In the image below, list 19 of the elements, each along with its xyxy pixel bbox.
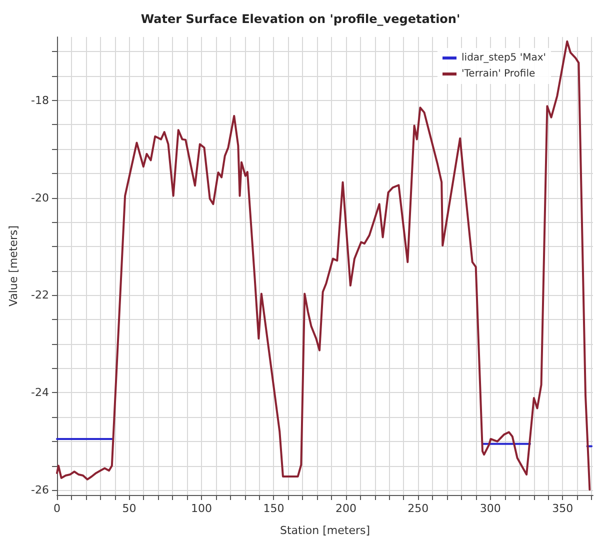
y-tick-label: -24 [31,386,49,400]
x-tick-label: 250 [408,502,429,515]
line-series [56,40,591,491]
x-tick-label: 0 [54,502,60,515]
chart-title: Water Surface Elevation on 'profile_vegetation' [140,12,460,26]
x-tick-label: 350 [552,502,574,515]
y-tick-label: -22 [31,288,49,302]
x-tick-label: 300 [480,502,501,515]
x-tick-label: 200 [335,502,356,515]
y-tick-label: -26 [31,484,49,497]
legend-label: lidar_step5 'Max' [462,52,546,64]
x-tick-label: 100 [190,502,212,515]
y-tick-label: -18 [31,94,49,107]
x-tick-label: 150 [263,502,284,515]
x-tick-label: 50 [122,502,136,515]
y-axis-title: Value [meters] [7,225,20,307]
y-tick-label: -20 [31,191,49,204]
legend-label: 'Terrain' Profile [462,68,536,80]
x-axis-title: Station [meters] [280,524,370,537]
